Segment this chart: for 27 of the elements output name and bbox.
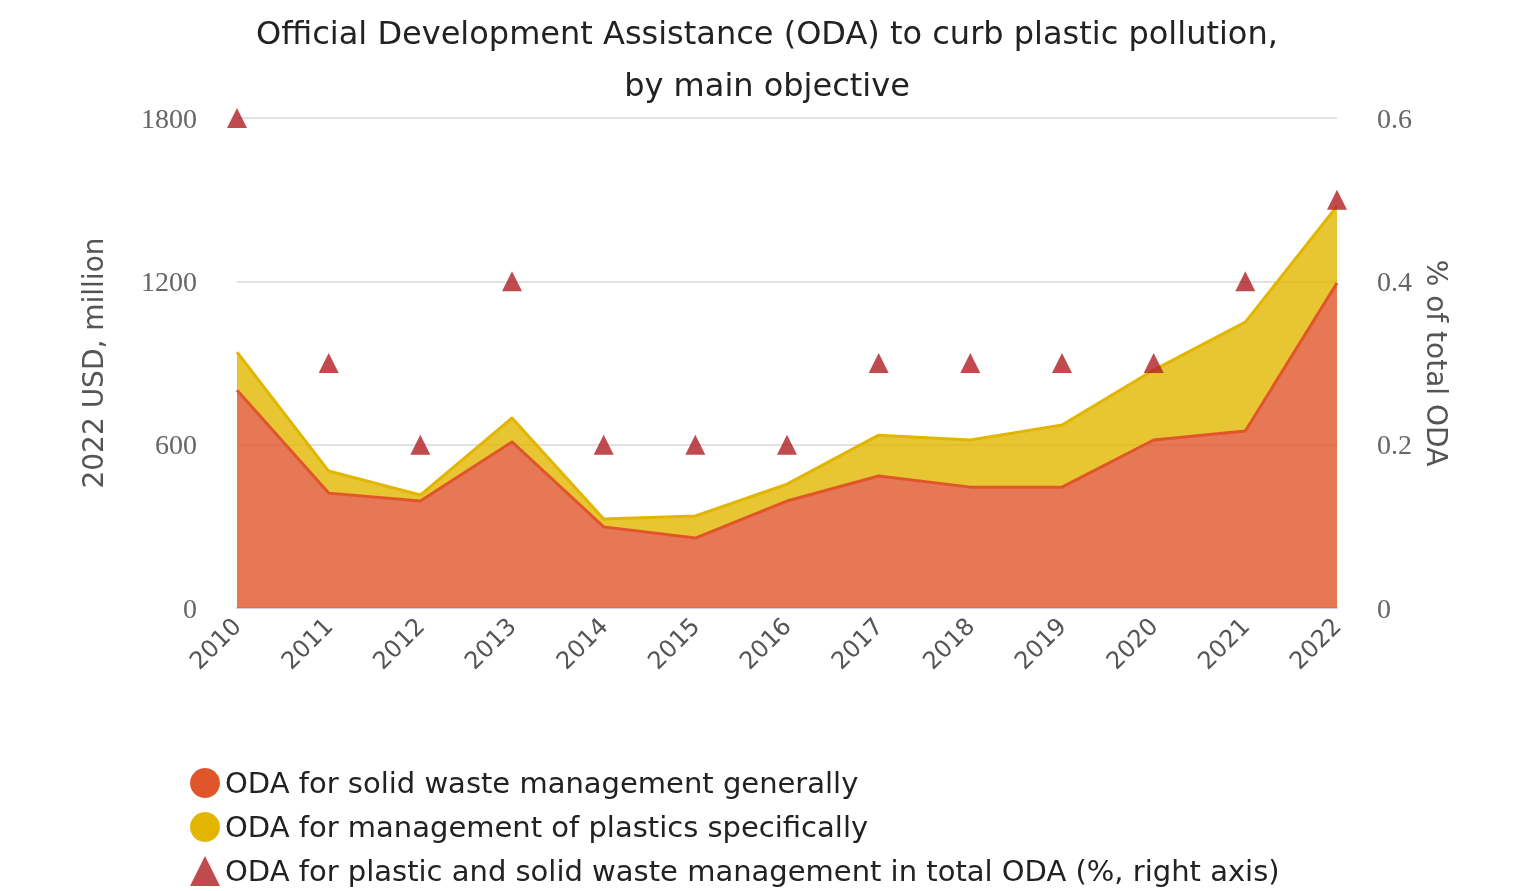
point bbox=[1052, 353, 1072, 373]
y-tick-label: 1200 bbox=[141, 265, 197, 297]
point bbox=[1143, 353, 1164, 373]
point bbox=[227, 108, 247, 128]
y2-tick-label: 0.6 bbox=[1377, 102, 1412, 134]
y2-tick-label: 0.4 bbox=[1377, 265, 1412, 297]
y-tick-label: 600 bbox=[155, 429, 197, 461]
y2-axis-title: % of total ODA bbox=[1420, 259, 1454, 467]
point bbox=[318, 353, 339, 373]
point bbox=[868, 353, 889, 373]
point bbox=[1327, 189, 1347, 210]
y2-tick-label: 0.2 bbox=[1377, 429, 1412, 461]
y-tick-label: 0 bbox=[183, 592, 197, 624]
point bbox=[593, 434, 614, 455]
point bbox=[685, 434, 706, 455]
point bbox=[960, 353, 981, 373]
y2-tick-label: 0 bbox=[1377, 592, 1391, 624]
legend-label: ODA for solid waste management generally bbox=[225, 766, 859, 800]
point bbox=[502, 271, 522, 292]
point bbox=[777, 434, 797, 455]
y-axis-title: 2022 USD, million bbox=[76, 237, 110, 489]
point bbox=[410, 434, 431, 455]
point bbox=[1235, 271, 1256, 292]
legend-label: ODA for management of plastics specifically bbox=[225, 810, 869, 844]
legend-label: ODA for plastic and solid waste management in total ODA (%, right axis) bbox=[225, 854, 1280, 888]
y-tick-label: 1800 bbox=[141, 102, 197, 134]
chart-title: Official Development Assistance (ODA) to curb plastic pollution, by main objective bbox=[256, 14, 1278, 104]
